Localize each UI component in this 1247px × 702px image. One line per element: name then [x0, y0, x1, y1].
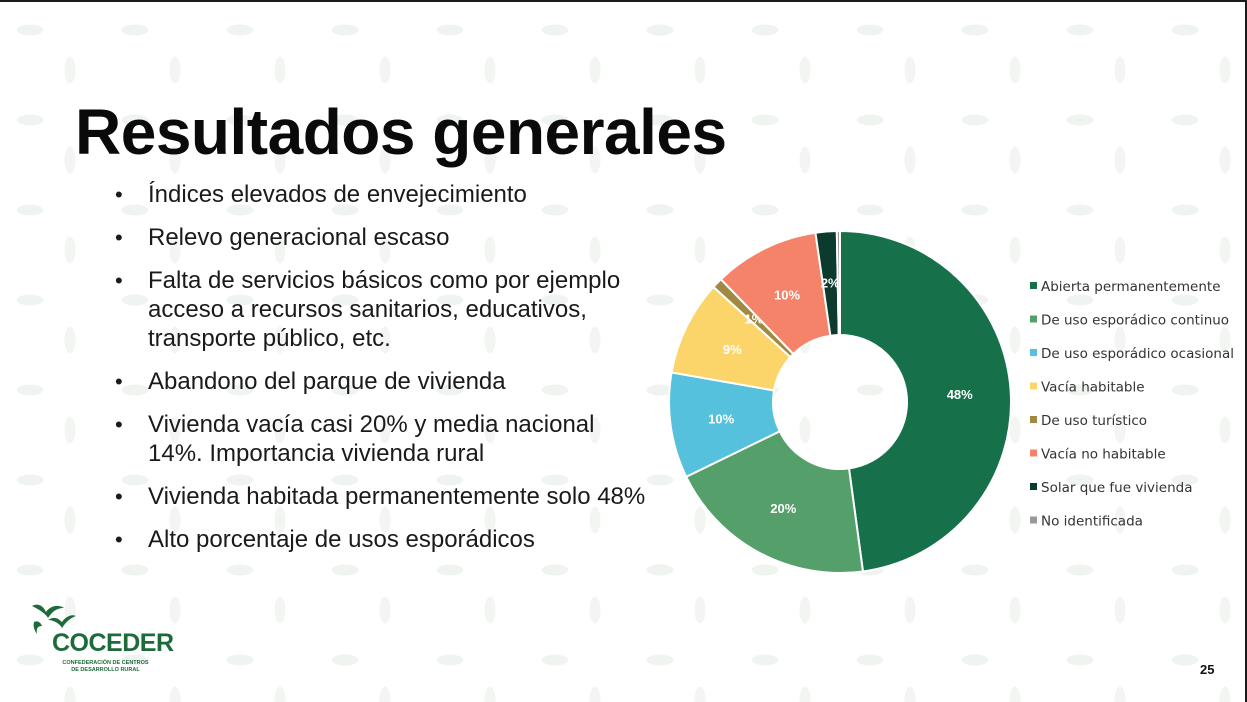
coceder-logo: COCEDER CONFEDERACIÓN DE CENTROS DE DESA…	[28, 598, 174, 678]
bullet-item: Falta de servicios básicos como por ejem…	[115, 266, 655, 353]
legend-swatch	[1030, 416, 1037, 423]
donut-slice	[839, 229, 1012, 573]
legend-label: Abierta permanentemente	[1041, 279, 1221, 295]
legend-swatch	[1030, 516, 1037, 524]
slice-data-label: 20%	[770, 501, 796, 516]
logo-subtitle: CONFEDERACIÓN DE CENTROS DE DESARROLLO R…	[62, 660, 149, 673]
donut-slice	[835, 229, 841, 337]
bullet-list: Índices elevados de envejecimiento Relev…	[115, 180, 655, 568]
legend-swatch	[1030, 382, 1037, 390]
bullet-item: Índices elevados de envejecimiento	[115, 180, 655, 209]
bullet-item: Alto porcentaje de usos esporádicos	[115, 525, 655, 554]
legend-label: Solar que fue vivienda	[1041, 480, 1193, 496]
slice-data-label: 2%	[821, 275, 840, 290]
legend-swatch	[1030, 483, 1037, 490]
legend-swatch	[1030, 349, 1037, 356]
slide-title: Resultados generales	[75, 96, 727, 168]
legend-swatch	[1030, 282, 1037, 289]
slice-data-label: 10%	[708, 412, 734, 427]
bullet-item: Vivienda habitada permanentemente solo 4…	[115, 482, 655, 511]
page-number: 25	[1200, 662, 1215, 677]
legend-label: No identificada	[1041, 514, 1143, 530]
logo-name: COCEDER	[52, 629, 174, 657]
legend-label: Vacía no habitable	[1041, 447, 1166, 463]
legend-label: Vacía habitable	[1041, 380, 1145, 396]
legend-swatch	[1030, 449, 1037, 457]
bullet-item: Vivienda vacía casi 20% y media nacional…	[115, 410, 655, 468]
slice-data-label: 9%	[723, 342, 742, 357]
legend-label: De uso turístico	[1041, 413, 1147, 429]
swallow-birds-icon	[32, 604, 76, 634]
legend-label: De uso esporádico ocasional	[1041, 346, 1234, 362]
bullet-item: Relevo generacional escaso	[115, 223, 655, 252]
legend-swatch	[1030, 315, 1037, 323]
legend-label: De uso esporádico continuo	[1041, 313, 1229, 329]
slice-data-label: 10%	[774, 287, 800, 302]
slice-data-label: 48%	[947, 387, 973, 402]
donut-slice	[684, 429, 865, 574]
bullet-item: Abandono del parque de vivienda	[115, 367, 655, 396]
